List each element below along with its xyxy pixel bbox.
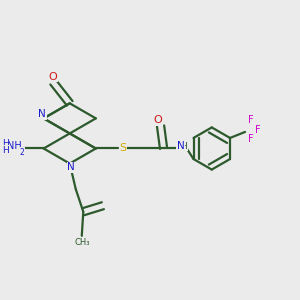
Text: O: O	[154, 116, 163, 125]
Text: N: N	[177, 141, 184, 151]
Text: H: H	[2, 146, 8, 155]
Text: F: F	[248, 134, 253, 144]
Text: N: N	[68, 163, 75, 172]
Text: H: H	[180, 142, 187, 151]
Text: N: N	[38, 110, 46, 119]
Text: CH₃: CH₃	[74, 238, 89, 247]
Text: F: F	[248, 116, 253, 125]
Text: NH: NH	[7, 141, 22, 151]
Text: H: H	[2, 139, 8, 148]
Text: O: O	[49, 72, 58, 82]
Text: F: F	[255, 124, 260, 134]
Text: S: S	[119, 143, 127, 154]
Text: 2: 2	[20, 148, 24, 157]
